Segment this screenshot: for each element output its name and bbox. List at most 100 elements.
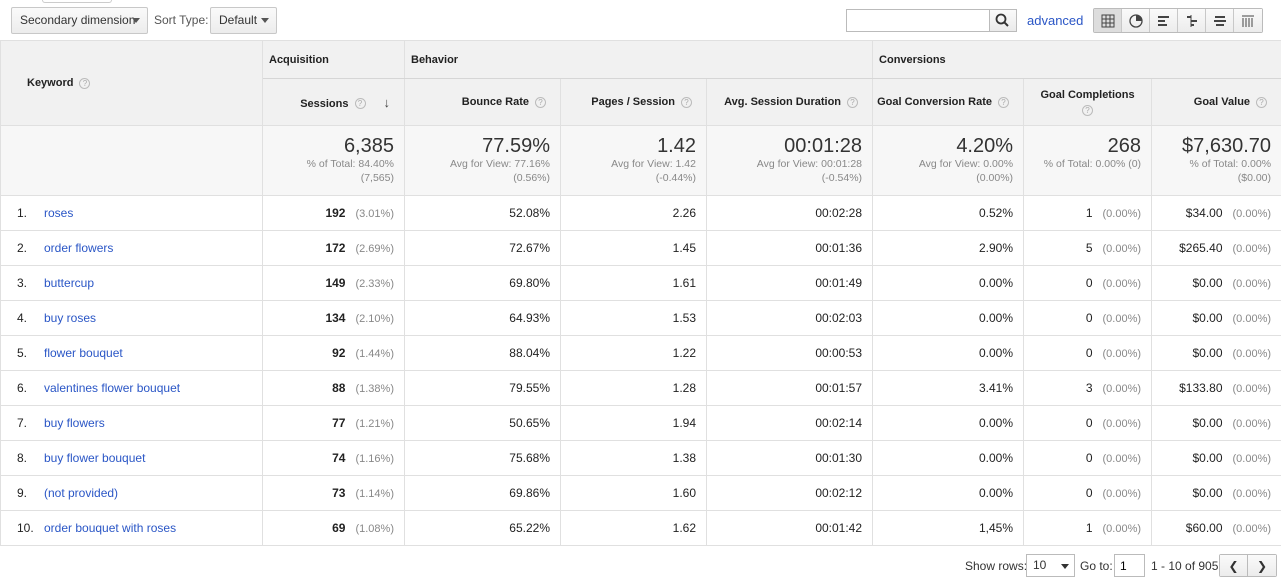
bounce-rate-cell: 88.04%	[404, 335, 561, 371]
bounce-rate-cell: 52.08%	[404, 195, 561, 231]
secondary-dimension-dropdown[interactable]: Secondary dimension	[11, 7, 148, 34]
goal-conversion-rate-cell: 0.00%	[872, 475, 1025, 511]
table-row: 2. order flowers 172 (2.69%) 72.67% 1.45 00:01…	[0, 230, 1281, 266]
report-table-container: Keyword? Acquisition Behavior Conversion…	[0, 40, 1281, 546]
goto-label: Go to:	[1080, 559, 1113, 573]
goal-conversion-rate-cell: 0.00%	[872, 265, 1025, 301]
help-icon[interactable]: ?	[998, 96, 1010, 108]
total-sessions-value: 6,385	[343, 135, 394, 157]
sessions-cell: 74 (1.16%)	[262, 440, 405, 476]
keyword-link[interactable]: buttercup	[44, 276, 95, 290]
goal-completions-percent: (0.00%)	[1102, 278, 1142, 290]
table-view-icon	[1101, 14, 1114, 27]
performance-view-button[interactable]	[1150, 9, 1178, 32]
pivot-view-button[interactable]	[1234, 9, 1262, 32]
table-row: 1. roses 192 (3.01%) 52.08% 2.26 00:02:28 0.52%…	[0, 195, 1281, 231]
goal-value-percent: (0.00%)	[1232, 488, 1272, 500]
help-icon[interactable]: ?	[535, 96, 546, 108]
keyword-cell: 2. order flowers	[0, 230, 263, 266]
col-goal-completions[interactable]: Goal Completions?	[1023, 78, 1153, 126]
row-index: 8.	[17, 451, 28, 465]
help-icon[interactable]: ?	[79, 77, 91, 89]
goal-completions-value: 0	[1085, 311, 1093, 325]
total-gc-sub1: % of Total: 0.00% (0)	[1043, 158, 1142, 170]
comparison-view-button[interactable]	[1178, 9, 1206, 32]
search-input[interactable]	[846, 9, 990, 32]
goal-completions-cell: 0 (0.00%)	[1023, 265, 1153, 301]
goal-completions-value: 0	[1085, 486, 1093, 500]
sort-type-dropdown[interactable]: Default	[210, 7, 277, 34]
keyword-cell: 8. buy flower bouquet	[0, 440, 263, 476]
table-row: 3. buttercup 149 (2.33%) 69.80% 1.61 00:01:49 0…	[0, 265, 1281, 301]
pages-session-cell: 1.94	[560, 405, 707, 441]
col-bounce-rate[interactable]: Bounce Rate?	[404, 78, 561, 126]
sessions-cell: 92 (1.44%)	[262, 335, 405, 371]
sessions-cell: 69 (1.08%)	[262, 510, 405, 546]
goal-completions-cell: 0 (0.00%)	[1023, 300, 1153, 336]
sessions-value: 192	[325, 206, 346, 220]
pivot-view-icon	[1242, 15, 1254, 27]
keyword-link[interactable]: buy flowers	[44, 416, 105, 430]
goal-conversion-rate-cell: 2.90%	[872, 230, 1025, 266]
keyword-link[interactable]: order flowers	[44, 241, 114, 255]
col-goal-conversion-rate[interactable]: Goal Conversion Rate?	[872, 78, 1025, 126]
sessions-cell: 73 (1.14%)	[262, 475, 405, 511]
goal-conversion-rate-cell: 1,45%	[872, 510, 1025, 546]
keyword-cell: 4. buy roses	[0, 300, 263, 336]
col-pages-session[interactable]: Pages / Session?	[560, 78, 707, 126]
help-icon[interactable]: ?	[681, 96, 692, 108]
goal-conversion-rate-cell: 0.00%	[872, 335, 1025, 371]
goal-completions-cell: 0 (0.00%)	[1023, 475, 1153, 511]
goto-input[interactable]	[1114, 554, 1145, 577]
avg-duration-cell: 00:00:53	[705, 335, 874, 371]
keyword-header[interactable]: Keyword?	[0, 40, 263, 126]
next-page-button[interactable]: ❯	[1248, 555, 1276, 576]
goal-completions-percent: (0.00%)	[1102, 488, 1142, 500]
keyword-link[interactable]: roses	[44, 206, 74, 220]
search-button[interactable]	[989, 9, 1017, 32]
bounce-rate-cell: 50.65%	[404, 405, 561, 441]
total-gv-sub1: % of Total: 0.00%	[1189, 158, 1272, 170]
keyword-link[interactable]: flower bouquet	[44, 346, 123, 360]
page-range: 1 - 10 of 905	[1151, 559, 1219, 573]
goal-value-percent: (0.00%)	[1232, 278, 1272, 290]
sessions-percent: (2.33%)	[355, 278, 394, 290]
keyword-link[interactable]: buy flower bouquet	[44, 451, 146, 465]
column-header-row: Sessions? ↓ Bounce Rate? Pages / Session?…	[1, 78, 1281, 126]
keyword-link[interactable]: valentines flower bouquet	[44, 381, 181, 395]
keyword-cell: 9. (not provided)	[0, 475, 263, 511]
help-icon[interactable]: ?	[1082, 104, 1094, 116]
goal-completions-percent: (0.00%)	[1102, 348, 1142, 360]
goal-completions-value: 1	[1085, 521, 1093, 535]
advanced-link[interactable]: advanced	[1027, 13, 1084, 28]
keyword-link[interactable]: order bouquet with roses	[44, 521, 177, 535]
goal-completions-value: 5	[1085, 241, 1093, 255]
col-sessions[interactable]: Sessions? ↓	[262, 78, 405, 126]
col-avg-session-duration[interactable]: Avg. Session Duration?	[705, 78, 874, 126]
goal-value-value: $34.00	[1185, 206, 1223, 220]
help-icon[interactable]: ?	[354, 98, 366, 110]
pages-session-cell: 1.60	[560, 475, 707, 511]
prev-page-button[interactable]: ❮	[1220, 555, 1248, 576]
bounce-rate-cell: 79.55%	[404, 370, 561, 406]
total-avg-duration-sub1: Avg for View: 00:01:28	[756, 158, 863, 170]
help-icon[interactable]: ?	[847, 96, 859, 108]
goal-value-cell: $0.00 (0.00%)	[1151, 440, 1281, 476]
sessions-value: 74	[332, 451, 346, 465]
keyword-link[interactable]: (not provided)	[44, 486, 119, 500]
pages-session-cell: 1.61	[560, 265, 707, 301]
col-goal-value[interactable]: Goal Value?	[1151, 78, 1281, 126]
help-icon[interactable]: ?	[1256, 96, 1268, 108]
goal-completions-cell: 5 (0.00%)	[1023, 230, 1153, 266]
sessions-percent: (3.01%)	[355, 208, 394, 220]
show-rows-select[interactable]: 10	[1026, 554, 1075, 577]
pie-view-button[interactable]	[1122, 9, 1150, 32]
table-view-button[interactable]	[1094, 9, 1122, 32]
total-gv-sub2: ($0.00)	[1237, 172, 1272, 184]
term-cloud-view-button[interactable]	[1206, 9, 1234, 32]
pages-session-cell: 1.22	[560, 335, 707, 371]
total-gc-value: 268	[1107, 135, 1142, 157]
goal-completions-cell: 1 (0.00%)	[1023, 510, 1153, 546]
keyword-link[interactable]: buy roses	[44, 311, 97, 325]
table-row: 10. order bouquet with roses 69 (1.08%) 65.2…	[0, 510, 1281, 546]
